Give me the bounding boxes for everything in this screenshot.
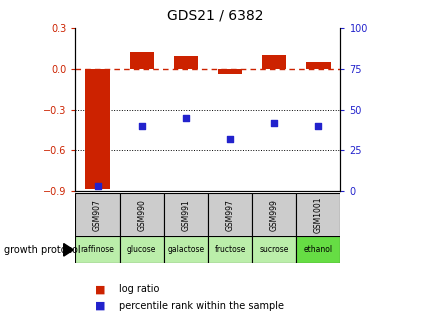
Bar: [75, 193, 119, 237]
Bar: [306, 62, 330, 69]
Bar: [207, 193, 252, 237]
Text: GSM997: GSM997: [225, 199, 234, 231]
Bar: [119, 193, 163, 237]
Bar: [261, 55, 286, 69]
Text: log ratio: log ratio: [118, 284, 159, 294]
Bar: [295, 193, 340, 237]
Text: ethanol: ethanol: [303, 245, 332, 254]
Bar: [163, 193, 207, 237]
Text: growth protocol: growth protocol: [4, 245, 81, 255]
Text: GSM990: GSM990: [137, 199, 146, 231]
Text: sucrose: sucrose: [259, 245, 288, 254]
Bar: [173, 57, 197, 69]
Bar: [119, 236, 163, 263]
Bar: [207, 236, 252, 263]
Bar: [252, 236, 296, 263]
Point: [226, 136, 233, 142]
Bar: [295, 236, 340, 263]
Bar: [129, 52, 154, 69]
Point: [182, 115, 189, 120]
Point: [138, 123, 145, 129]
Text: GSM907: GSM907: [93, 199, 102, 231]
Point: [314, 123, 321, 129]
Bar: [218, 69, 242, 74]
Text: GSM1001: GSM1001: [313, 197, 322, 233]
Bar: [85, 69, 109, 189]
Text: ■: ■: [95, 284, 105, 294]
Text: percentile rank within the sample: percentile rank within the sample: [118, 301, 283, 311]
Text: raffinose: raffinose: [80, 245, 114, 254]
Point: [270, 120, 277, 125]
Text: glucose: glucose: [127, 245, 156, 254]
Bar: [163, 236, 207, 263]
Point: [94, 184, 101, 189]
Polygon shape: [64, 244, 73, 256]
Text: GSM991: GSM991: [181, 199, 190, 231]
Text: GSM999: GSM999: [269, 199, 278, 231]
Text: fructose: fructose: [214, 245, 245, 254]
Text: GDS21 / 6382: GDS21 / 6382: [167, 8, 263, 22]
Text: ■: ■: [95, 301, 105, 311]
Text: galactose: galactose: [167, 245, 204, 254]
Bar: [252, 193, 296, 237]
Bar: [75, 236, 119, 263]
